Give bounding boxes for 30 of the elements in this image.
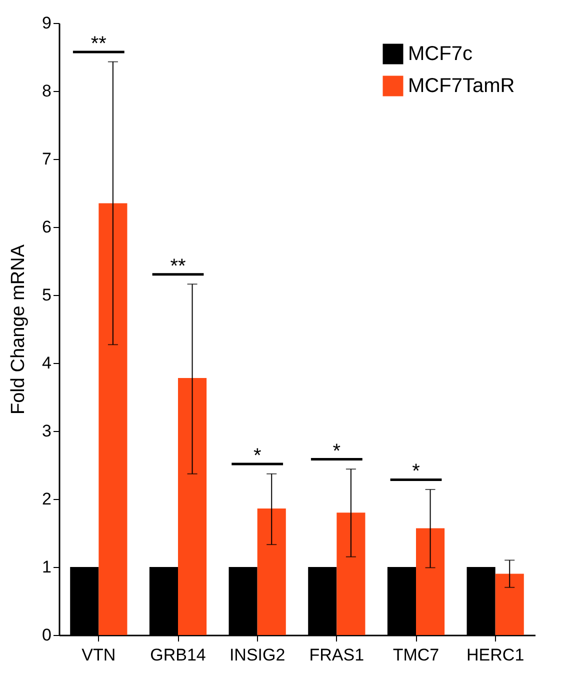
annotation: ** — [170, 255, 186, 278]
y-tick-label: 6 — [42, 218, 52, 236]
y-tick-label: 9 — [42, 14, 52, 32]
y-tick-label: 5 — [42, 286, 52, 304]
legend-label: MCF7c — [408, 43, 472, 65]
bar — [495, 574, 524, 635]
bar — [336, 512, 366, 635]
x-tick-label: FRAS1 — [309, 646, 364, 664]
y-axis-title: Fold Change mRNA — [8, 244, 30, 415]
x-tick-label: HERC1 — [466, 646, 524, 664]
y-tick-label: 0 — [42, 626, 52, 644]
bar — [178, 378, 207, 635]
x-tick-label: GRB14 — [150, 646, 206, 664]
bar — [257, 508, 286, 635]
y-tick-label: 8 — [42, 82, 52, 100]
y-tick-label: 7 — [42, 150, 52, 168]
legend-label: MCF7TamR — [408, 75, 515, 97]
x-tick-label: INSIG2 — [229, 646, 286, 664]
annotation: * — [412, 460, 420, 483]
y-tick-label: 1 — [42, 558, 52, 576]
y-tick-label: 4 — [42, 354, 52, 372]
annotation: ** — [90, 32, 107, 55]
annotation: * — [332, 440, 341, 462]
x-tick-label: VTN — [82, 646, 116, 664]
bar — [416, 528, 445, 635]
x-tick-label: TMC7 — [392, 646, 440, 664]
y-tick-label: 2 — [42, 490, 52, 508]
y-tick-label: 3 — [42, 422, 52, 440]
bar — [98, 203, 128, 635]
annotation: * — [253, 445, 262, 468]
